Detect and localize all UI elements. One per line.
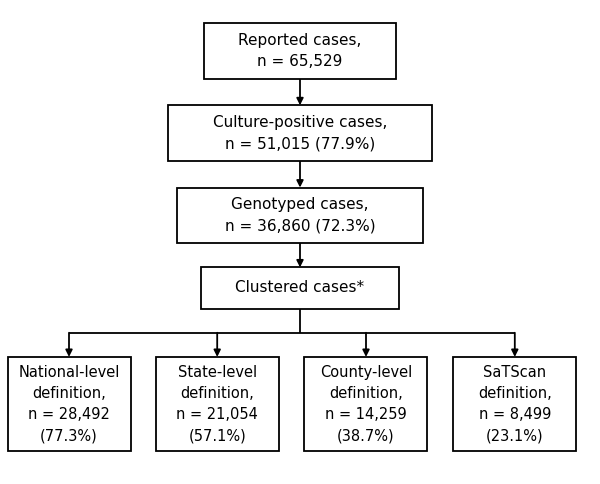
FancyBboxPatch shape (454, 357, 576, 451)
Text: Clustered cases*: Clustered cases* (235, 281, 365, 295)
FancyBboxPatch shape (8, 357, 131, 451)
Text: Culture-positive cases,
n = 51,015 (77.9%): Culture-positive cases, n = 51,015 (77.9… (213, 115, 387, 151)
Text: National-level
definition,
n = 28,492
(77.3%): National-level definition, n = 28,492 (7… (19, 365, 119, 443)
FancyBboxPatch shape (177, 187, 423, 243)
Text: Genotyped cases,
n = 36,860 (72.3%): Genotyped cases, n = 36,860 (72.3%) (224, 197, 376, 233)
Text: Reported cases,
n = 65,529: Reported cases, n = 65,529 (238, 33, 362, 69)
Text: SaTScan
definition,
n = 8,499
(23.1%): SaTScan definition, n = 8,499 (23.1%) (478, 365, 551, 443)
FancyBboxPatch shape (156, 357, 278, 451)
Text: State-level
definition,
n = 21,054
(57.1%): State-level definition, n = 21,054 (57.1… (176, 365, 258, 443)
FancyBboxPatch shape (168, 106, 432, 161)
Text: County-level
definition,
n = 14,259
(38.7%): County-level definition, n = 14,259 (38.… (320, 365, 412, 443)
FancyBboxPatch shape (201, 267, 399, 309)
FancyBboxPatch shape (204, 23, 396, 78)
FancyBboxPatch shape (304, 357, 427, 451)
